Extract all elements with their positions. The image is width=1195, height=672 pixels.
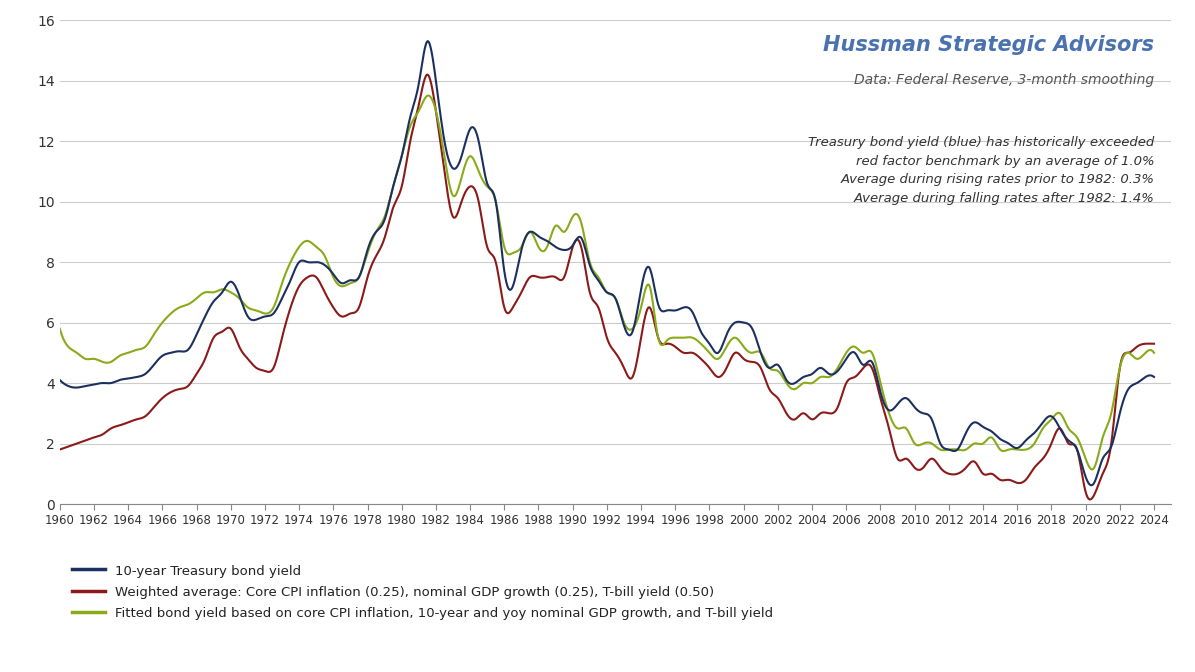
Legend: 10-year Treasury bond yield, Weighted average: Core CPI inflation (0.25), nomina: 10-year Treasury bond yield, Weighted av… <box>67 559 779 626</box>
Text: Hussman Strategic Advisors: Hussman Strategic Advisors <box>823 35 1154 54</box>
Text: Data: Federal Reserve, 3-month smoothing: Data: Federal Reserve, 3-month smoothing <box>854 73 1154 87</box>
Text: Treasury bond yield (blue) has historically exceeded
red factor benchmark by an : Treasury bond yield (blue) has historica… <box>808 136 1154 205</box>
